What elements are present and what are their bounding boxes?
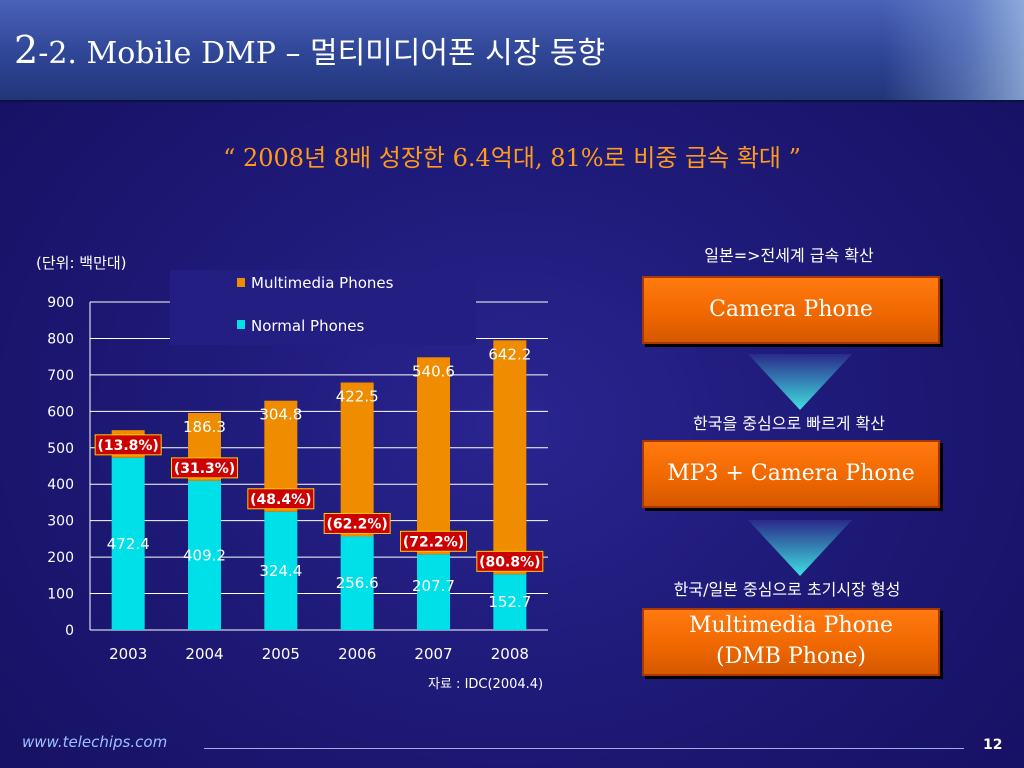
title-number: 2 [14, 28, 39, 72]
normal-phones-bar [493, 574, 527, 630]
multimedia-value-label: 422.5 [336, 388, 379, 406]
y-tick-label: 500 [47, 441, 74, 457]
share-label: (48.4%) [250, 492, 311, 508]
normal-phones-bar [340, 536, 374, 630]
mp3-camera-phone-box: MP3 + Camera Phone [642, 440, 940, 508]
multimedia-value-label: 186.3 [183, 418, 226, 436]
legend-swatch-multimedia [237, 278, 245, 287]
share-label: (62.2%) [326, 516, 387, 532]
normal-value-label: 207.7 [412, 577, 455, 595]
x-tick-label: 2007 [414, 645, 452, 663]
arrow-down-icon [748, 354, 852, 410]
x-tick-label: 2003 [109, 645, 147, 663]
share-label-box [323, 512, 391, 534]
multimedia-value-label: 642.2 [488, 345, 531, 363]
share-label: (31.3%) [174, 461, 235, 477]
page-title: 2-2. Mobile DMP – 멀티미디어폰 시장 동향 [14, 28, 605, 72]
legend-label-normal: Normal Phones [251, 317, 365, 335]
title-bar: 2-2. Mobile DMP – 멀티미디어폰 시장 동향 [0, 0, 1024, 102]
arrow-down-icon [748, 520, 852, 576]
legend-label-multimedia: Multimedia Phones [251, 274, 394, 292]
flow-label-1: 일본=>전세계 급속 확산 [704, 246, 874, 265]
multimedia-phone-line2: (DMB Phone) [716, 644, 866, 669]
normal-value-label: 324.4 [259, 562, 302, 580]
normal-phones-bar [111, 457, 145, 630]
share-label-box [94, 434, 162, 456]
multimedia-value-label: 304.8 [259, 406, 302, 424]
page-number: 12 [983, 737, 1003, 753]
title-text: -2. Mobile DMP – 멀티미디어폰 시장 동향 [38, 36, 606, 71]
normal-phones-bar [188, 480, 221, 630]
camera-phone-box: Camera Phone [642, 276, 940, 344]
x-tick-label: 2008 [491, 645, 529, 663]
share-label-box [247, 488, 315, 510]
multimedia-value-label: 540.6 [412, 362, 455, 380]
share-label-box [476, 550, 544, 572]
multimedia-phone-line1: Multimedia Phone [688, 613, 894, 639]
legend-background [170, 270, 476, 345]
unit-label: (단위: 백만대) [36, 254, 127, 272]
normal-phones-bar [264, 511, 298, 630]
y-tick-label: 100 [47, 587, 74, 603]
footer-divider [204, 748, 964, 749]
share-label: (80.8%) [479, 554, 540, 570]
share-label: (13.8%) [97, 438, 158, 454]
share-label: (72.2%) [403, 534, 464, 550]
y-tick-label: 800 [47, 331, 74, 347]
normal-value-label: 472.4 [107, 535, 150, 553]
headline: “ 2008년 8배 성장한 6.4억대, 81%로 비중 급속 확대 ” [223, 144, 801, 172]
legend-swatch-normal [237, 320, 245, 329]
multimedia-phones-bar [493, 340, 527, 575]
y-tick-label: 900 [47, 295, 74, 311]
y-tick-label: 300 [47, 514, 74, 530]
multimedia-phones-bar [417, 357, 450, 555]
y-tick-label: 0 [65, 623, 74, 639]
x-tick-label: 2005 [262, 645, 300, 663]
y-tick-label: 600 [47, 404, 74, 420]
footer-url[interactable]: www.telechips.com [22, 733, 168, 751]
normal-value-label: 256.6 [336, 574, 379, 592]
multimedia-phone-box: Multimedia Phone (DMB Phone) [642, 608, 940, 676]
source-note: 자료 : IDC(2004.4) [428, 677, 544, 692]
y-tick-label: 400 [47, 477, 74, 493]
share-label-box [171, 457, 238, 479]
title-decoration [884, 0, 1024, 100]
normal-value-label: 409.2 [183, 546, 226, 564]
x-tick-label: 2006 [338, 645, 376, 663]
normal-value-label: 152.7 [488, 593, 531, 611]
share-label-box [400, 530, 467, 552]
flow-label-3: 한국/일본 중심으로 초기시장 형성 [673, 580, 901, 599]
flow-label-2: 한국을 중심으로 빠르게 확산 [693, 414, 885, 433]
multimedia-phones-bar [340, 382, 374, 537]
normal-phones-bar [417, 554, 450, 630]
x-tick-label: 2004 [185, 645, 223, 663]
y-tick-label: 200 [47, 550, 74, 566]
y-tick-label: 700 [47, 368, 74, 384]
